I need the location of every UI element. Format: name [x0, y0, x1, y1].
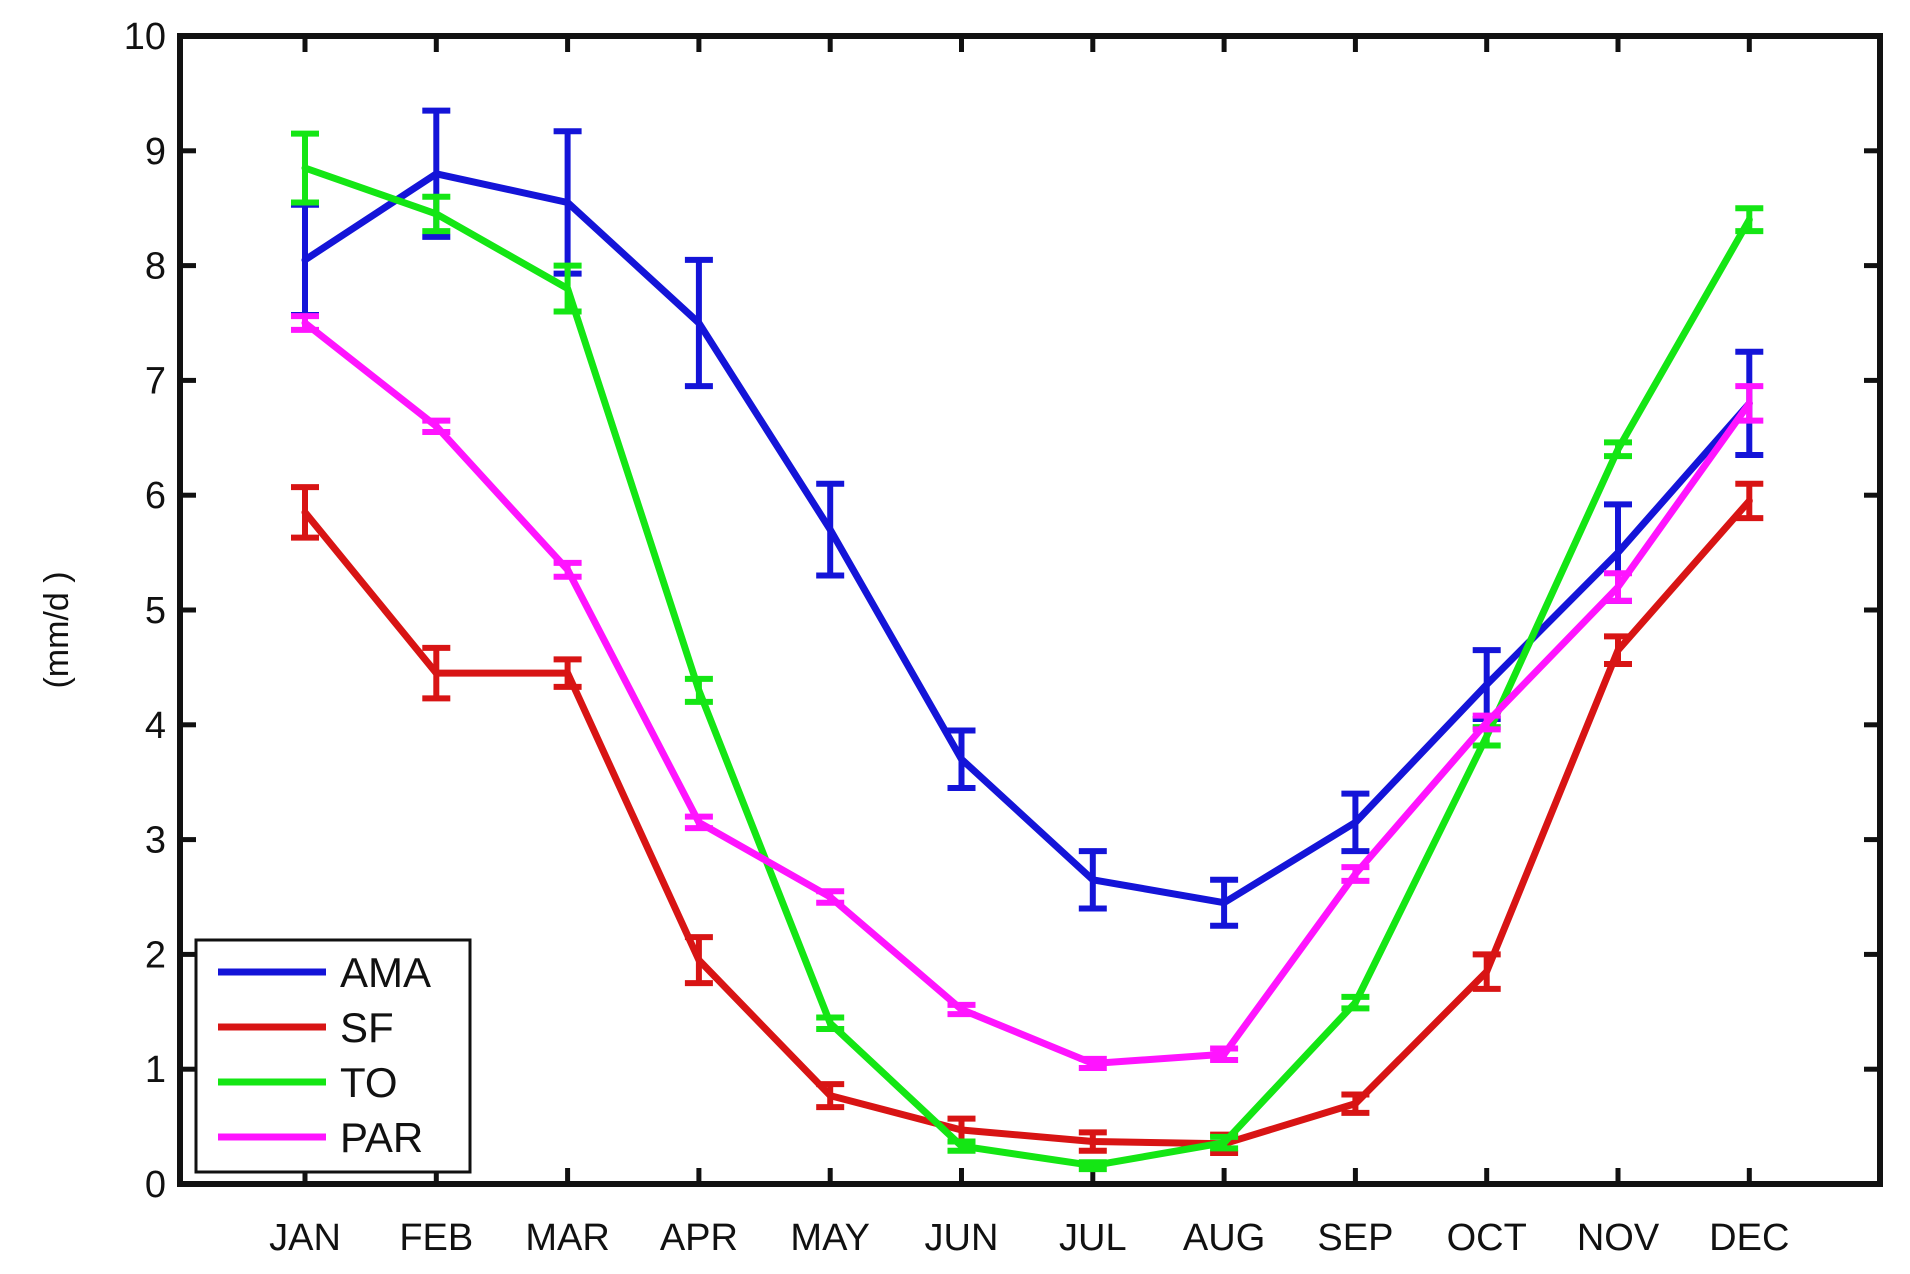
- data-point: [304, 322, 306, 324]
- data-point: [1223, 1053, 1226, 1056]
- data-point: [435, 425, 438, 428]
- data-point: [435, 672, 438, 675]
- data-point: [1617, 551, 1619, 554]
- y-tick-label: 6: [145, 475, 166, 517]
- x-tick-label: JUN: [925, 1217, 999, 1259]
- data-point: [1748, 499, 1751, 502]
- x-tick-label: DEC: [1709, 1217, 1789, 1259]
- data-point: [1091, 878, 1094, 881]
- data-point: [1748, 402, 1751, 405]
- data-point: [1485, 735, 1488, 738]
- data-point: [697, 689, 700, 692]
- y-tick-label: 9: [145, 131, 166, 173]
- data-point: [304, 511, 306, 514]
- data-point: [1617, 586, 1619, 589]
- data-point: [960, 758, 963, 761]
- y-tick-label: 2: [145, 934, 166, 976]
- series-sf: [291, 480, 1764, 1157]
- y-tick-label: 5: [145, 590, 166, 632]
- data-point: [960, 1145, 963, 1148]
- y-tick-label: 4: [145, 705, 166, 747]
- series-par: [291, 313, 1764, 1072]
- data-point: [566, 672, 569, 675]
- legend-item-par: PAR: [218, 1114, 423, 1161]
- data-point: [1485, 721, 1488, 724]
- data-point: [1617, 649, 1619, 652]
- data-point: [566, 568, 569, 571]
- x-tick-label: AUG: [1183, 1217, 1265, 1259]
- data-point: [304, 258, 306, 261]
- data-point: [1091, 1140, 1094, 1143]
- x-tick-label: MAR: [525, 1217, 609, 1259]
- data-point: [1223, 901, 1226, 904]
- y-tick-label: 7: [145, 360, 166, 402]
- data-point: [697, 959, 700, 962]
- legend-label: PAR: [340, 1114, 423, 1161]
- x-tick-label: MAY: [790, 1217, 870, 1259]
- data-point: [829, 528, 832, 531]
- series-layer: [291, 107, 1764, 1173]
- series-line: [301, 497, 1753, 1148]
- legend-box: [194, 938, 472, 1174]
- legend-item-ama: AMA: [218, 949, 431, 996]
- x-tick-label: FEB: [399, 1217, 473, 1259]
- data-point: [1354, 821, 1357, 824]
- plot-area-frame: [177, 33, 1883, 1187]
- data-point: [1485, 970, 1488, 973]
- legend-label: SF: [340, 1004, 394, 1051]
- x-tick-label: APR: [660, 1217, 738, 1259]
- data-point: [435, 212, 438, 215]
- data-point: [304, 167, 306, 170]
- x-tick-label: NOV: [1577, 1217, 1660, 1259]
- series-ama: [291, 107, 1764, 929]
- y-axis-label: (mm/d ): [38, 571, 76, 688]
- data-point: [435, 172, 438, 175]
- data-point: [697, 322, 700, 324]
- series-line: [301, 319, 1753, 1067]
- data-point: [566, 287, 569, 290]
- legend-item-sf: SF: [218, 1004, 394, 1051]
- series-to: [291, 130, 1764, 1173]
- legend: AMA SF TO PAR: [194, 938, 472, 1174]
- data-point: [829, 1022, 832, 1025]
- x-tick-label: OCT: [1447, 1217, 1527, 1259]
- y-tick-label: 10: [124, 16, 166, 58]
- y-tick-label: 1: [145, 1049, 166, 1091]
- data-point: [829, 896, 832, 898]
- data-point: [1354, 1001, 1357, 1004]
- data-point: [960, 1129, 963, 1132]
- data-point: [566, 201, 569, 204]
- data-point: [960, 1008, 963, 1011]
- data-point: [1091, 1164, 1094, 1167]
- series-line: [301, 164, 1753, 1170]
- data-point: [1354, 1102, 1357, 1105]
- data-point: [829, 1094, 832, 1097]
- data-point: [1091, 1062, 1094, 1065]
- x-tick-label: JUL: [1059, 1217, 1127, 1259]
- y-tick-label: 3: [145, 820, 166, 862]
- x-tick-label: JAN: [269, 1217, 341, 1259]
- legend-label: AMA: [340, 949, 431, 996]
- data-point: [697, 821, 700, 824]
- data-point: [1748, 218, 1751, 221]
- data-point: [1354, 873, 1357, 876]
- y-tick-label: 0: [145, 1164, 166, 1206]
- y-tick-label: 8: [145, 246, 166, 288]
- series-line: [301, 170, 1753, 907]
- legend-label: TO: [340, 1059, 398, 1106]
- x-tick-label: SEP: [1317, 1217, 1393, 1259]
- data-point: [1485, 683, 1488, 686]
- tick-layer: 0 1 2 3 4 5 6 7 8 9 10 JAN FEB MAR APR MAY JUN JUL AUG SEP O…: [124, 16, 1880, 1259]
- data-point: [1617, 448, 1619, 451]
- data-point: [1223, 1141, 1226, 1144]
- legend-item-to: TO: [218, 1059, 398, 1106]
